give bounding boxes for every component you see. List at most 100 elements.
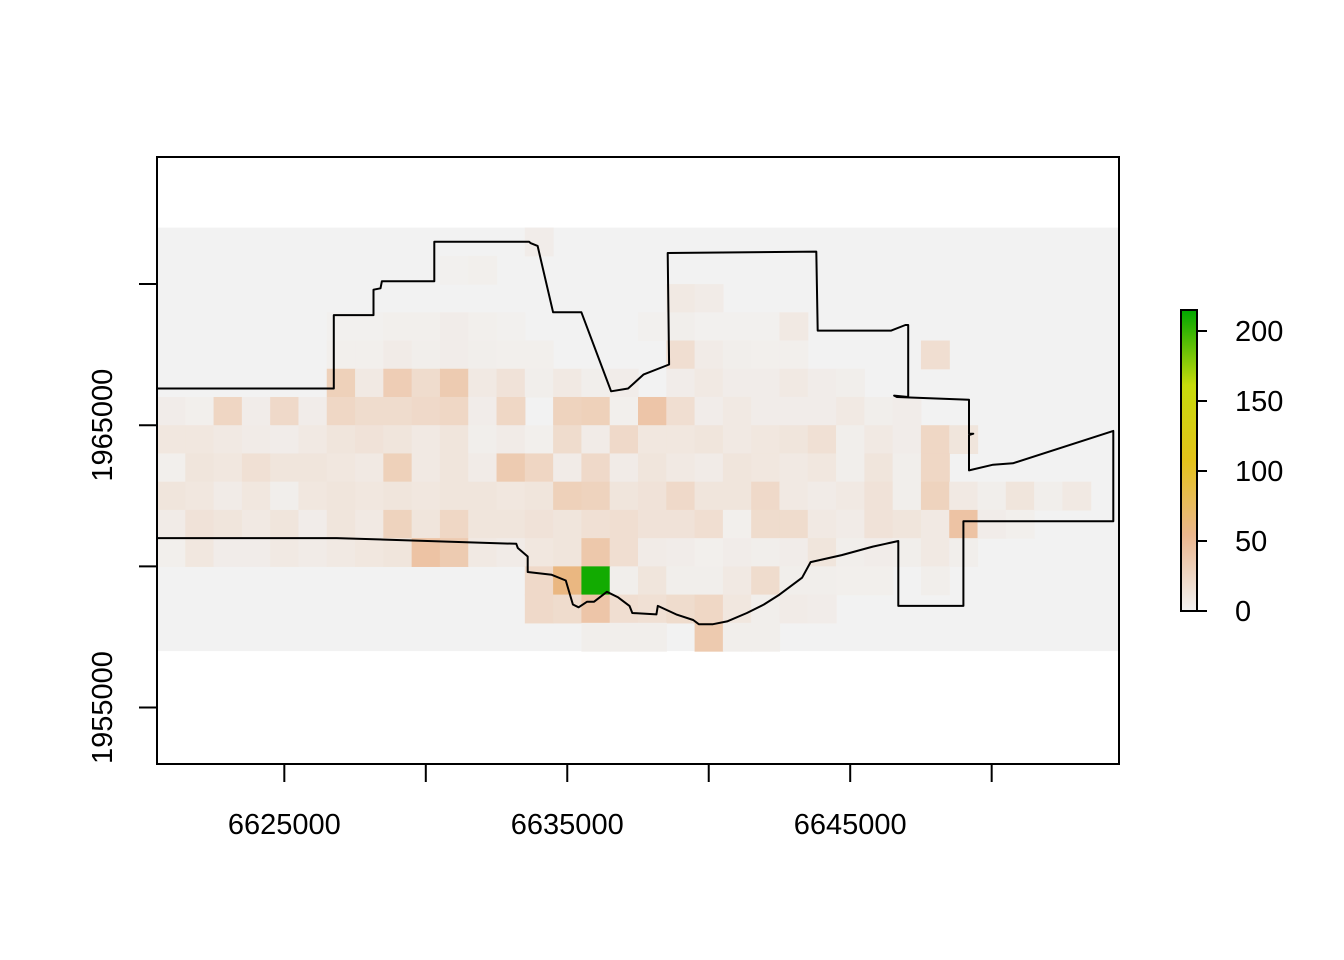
raster-cell: [298, 509, 328, 539]
raster-cell: [836, 481, 865, 511]
raster-cell: [383, 481, 413, 511]
raster-cell: [553, 453, 583, 483]
raster-cell: [524, 453, 554, 483]
raster-cell: [355, 538, 384, 567]
raster-cell: [411, 368, 441, 398]
raster-cell: [864, 453, 894, 483]
raster-cell: [920, 425, 950, 455]
y-tick-label: 1965000: [87, 369, 119, 482]
raster-cell: [836, 396, 865, 426]
raster-cell: [355, 340, 384, 370]
raster-cell: [722, 538, 752, 567]
raster-cell: [411, 312, 441, 342]
raster-cell: [694, 453, 724, 483]
raster-cell: [694, 509, 724, 539]
raster-cell: [609, 509, 639, 539]
raster-cell: [439, 453, 469, 483]
raster-cell: [468, 509, 498, 539]
raster-cell: [157, 538, 186, 567]
raster-cell: [524, 425, 554, 455]
raster-cell: [609, 622, 639, 652]
raster-cell: [185, 396, 215, 426]
raster-cell: [326, 425, 356, 455]
raster-cell: [609, 453, 639, 483]
raster-cell: [694, 340, 724, 370]
raster-cell: [439, 368, 469, 398]
raster-cell: [468, 453, 498, 483]
raster-cell: [496, 453, 526, 483]
raster-cell: [977, 509, 1007, 539]
raster-cell: [326, 538, 356, 567]
raster-cell: [553, 566, 583, 596]
raster-cell: [241, 453, 271, 483]
raster-cell: [524, 509, 554, 539]
raster-cell: [609, 538, 639, 567]
raster-cell: [298, 481, 328, 511]
raster-cell: [977, 481, 1007, 511]
raster-cell: [949, 425, 979, 455]
raster-cell: [213, 425, 243, 455]
raster-cell: [553, 368, 583, 398]
raster-cell: [157, 396, 186, 426]
raster-cell: [892, 538, 922, 567]
legend-color-bar: [1181, 310, 1197, 611]
raster-cell: [638, 622, 667, 652]
raster-cell: [213, 509, 243, 539]
raster-cell: [581, 425, 611, 455]
raster-cell: [779, 425, 809, 455]
raster-cell: [581, 509, 611, 539]
raster-cell: [722, 622, 752, 652]
raster-cell: [609, 481, 639, 511]
raster-cell: [751, 425, 781, 455]
raster-cell: [496, 340, 526, 370]
raster-cell: [666, 425, 696, 455]
raster-cell: [694, 538, 724, 567]
raster-cell: [638, 453, 667, 483]
raster-cell: [326, 453, 356, 483]
raster-cell: [666, 538, 696, 567]
x-tick-label: 6635000: [511, 809, 624, 841]
raster-cell: [638, 594, 667, 624]
raster-cell: [326, 509, 356, 539]
raster-cell: [524, 594, 554, 624]
x-tick-label: 6625000: [228, 809, 341, 841]
raster-cell: [355, 312, 384, 342]
raster-cell: [892, 453, 922, 483]
raster-cell: [638, 481, 667, 511]
raster-cell: [241, 425, 271, 455]
raster-cell: [892, 396, 922, 426]
raster-cell: [722, 594, 752, 624]
raster-cell: [609, 396, 639, 426]
raster-cell: [468, 340, 498, 370]
raster-cell: [213, 396, 243, 426]
raster-cell: [722, 425, 752, 455]
raster-cell: [807, 566, 837, 596]
raster-cell: [157, 509, 186, 539]
raster-cell: [807, 481, 837, 511]
raster-cell: [383, 509, 413, 539]
raster-cell: [694, 368, 724, 398]
raster-cell: [751, 453, 781, 483]
raster-cell: [638, 312, 667, 342]
city-boundary-outline: [157, 240, 1115, 626]
raster-cell: [722, 396, 752, 426]
raster-cell: [213, 453, 243, 483]
raster-cell: [581, 368, 611, 398]
raster-cell: [439, 425, 469, 455]
color-legend: 0 50 100 150 200: [1180, 309, 1283, 628]
raster-cell: [609, 566, 639, 596]
raster-cell: [920, 566, 950, 596]
raster-cell: [524, 481, 554, 511]
raster-cell: [326, 312, 356, 342]
raster-cell: [383, 340, 413, 370]
y-tick-label: 1955000: [87, 651, 119, 764]
raster-cell: [355, 396, 384, 426]
raster-cell: [355, 509, 384, 539]
raster-cell: [722, 509, 752, 539]
raster-cell: [411, 340, 441, 370]
raster-cell: [355, 453, 384, 483]
raster-cell: [751, 622, 781, 652]
raster-cell: [496, 396, 526, 426]
raster-cell: [157, 425, 186, 455]
raster-cell: [553, 481, 583, 511]
